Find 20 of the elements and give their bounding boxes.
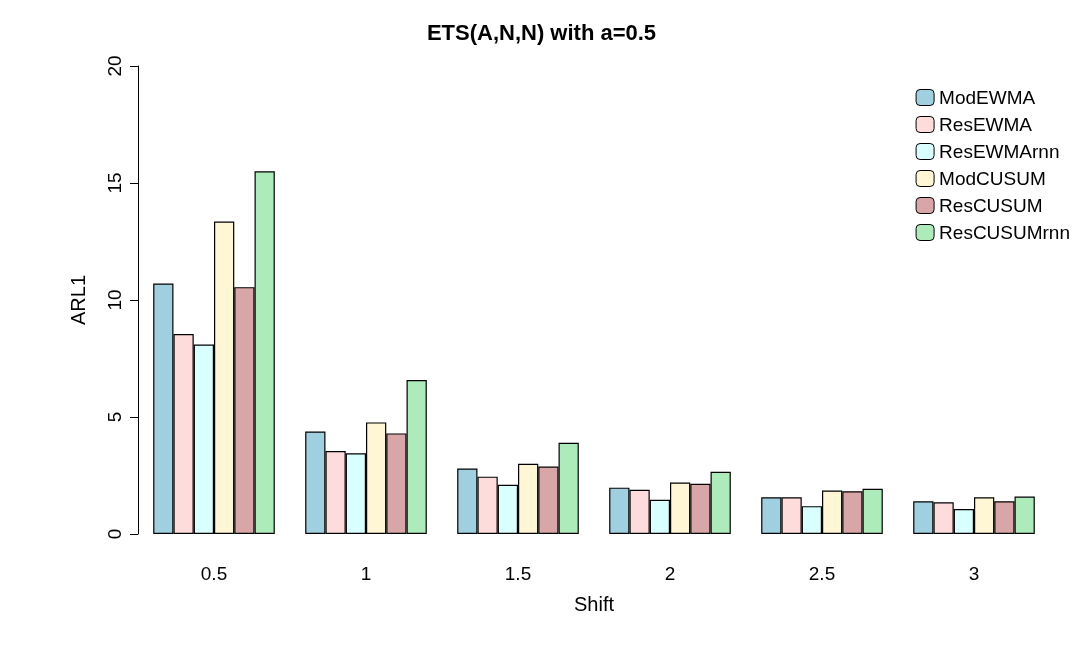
- legend-label: ResCUSUMrnn: [939, 222, 1071, 243]
- legend-label: ResCUSUM: [939, 195, 1043, 216]
- legend-label: ModCUSUM: [939, 168, 1046, 189]
- x-tick-label: 1.5: [504, 563, 532, 584]
- x-axis-title: Shift: [573, 593, 615, 615]
- y-axis-title: ARL1: [67, 274, 89, 326]
- y-tick-label: 5: [104, 411, 125, 423]
- chart-title: ETS(A,N,N) with a=0.5: [426, 19, 657, 45]
- y-tick-label: 0: [104, 528, 125, 540]
- y-tick-label: 20: [104, 55, 125, 77]
- legend-label: ModEWMA: [939, 87, 1036, 108]
- x-tick-label: 3: [968, 563, 980, 584]
- y-tick-label: 10: [104, 289, 125, 311]
- legend-label: ResEWMA: [939, 114, 1033, 135]
- legend-label: ResEWMArnn: [939, 141, 1060, 162]
- x-tick-label: 1: [360, 563, 372, 584]
- x-tick-label: 0.5: [200, 563, 228, 584]
- x-tick-label: 2.5: [808, 563, 836, 584]
- y-tick-label: 15: [104, 172, 125, 194]
- x-tick-label: 2: [664, 563, 676, 584]
